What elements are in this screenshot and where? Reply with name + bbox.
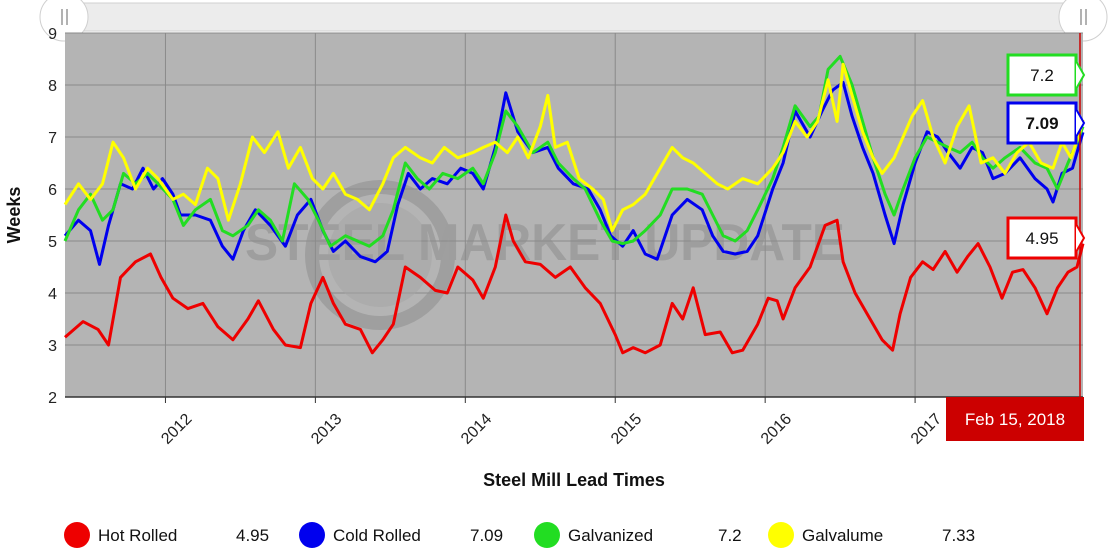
series-line-galvanized: [63, 54, 1085, 248]
legend-label: Hot Rolled: [98, 526, 178, 545]
x-tick-label: 2015: [608, 411, 645, 448]
x-tick-label: 2014: [458, 411, 495, 448]
navigator-left-handle[interactable]: [39, 0, 89, 42]
x-tick-label: 2013: [308, 411, 345, 448]
series-layer: [63, 54, 1085, 355]
callout-value: 7.2: [1030, 66, 1054, 85]
legend-value: 4.95: [236, 526, 270, 545]
value-callouts: 7.2 7.09 4.95: [1006, 53, 1086, 260]
y-tick-label: 7: [48, 130, 57, 147]
y-tick-label: 4: [48, 286, 57, 303]
x-tick-label: 2017: [908, 411, 945, 448]
legend-label: Galvanized: [568, 526, 654, 545]
legend-label: Cold Rolled: [333, 526, 421, 545]
y-axis-title: Weeks: [4, 187, 24, 244]
date-badge: Feb 15, 2018: [946, 397, 1084, 441]
legend-marker-icon: [768, 522, 794, 548]
y-tick-label: 9: [48, 26, 57, 43]
legend-marker-icon: [534, 522, 560, 548]
legend-value: 7.09: [470, 526, 504, 545]
legend-item-cold-rolled[interactable]: Cold Rolled 7.09: [299, 518, 530, 552]
navigator-right-handle[interactable]: [1058, 0, 1108, 42]
y-tick-label: 8: [48, 78, 57, 95]
date-badge-text: Feb 15, 2018: [965, 410, 1065, 429]
y-tick-label: 2: [48, 390, 57, 407]
legend-label: Galvalume: [802, 526, 884, 545]
x-axis: 2012 2013 2014 2015 2016 2017: [158, 397, 945, 448]
legend-marker-icon: [299, 522, 325, 548]
y-tick-label: 3: [48, 338, 57, 355]
callout-value: 4.95: [1025, 229, 1058, 248]
y-axis: 2 3 4 5 6 7 8 9: [48, 26, 57, 407]
x-axis-title: Steel Mill Lead Times: [483, 470, 665, 490]
y-tick-label: 5: [48, 234, 57, 251]
legend-value: 7.33: [942, 526, 976, 545]
y-tick-label: 6: [48, 182, 57, 199]
callout-cold-rolled: 7.09: [1006, 101, 1086, 145]
legend-item-galvalume[interactable]: Galvalume 7.33: [768, 518, 1002, 552]
range-navigator[interactable]: [39, 0, 1108, 42]
x-tick-label: 2016: [758, 411, 795, 448]
series-line-galvalume: [63, 62, 1085, 233]
legend-value: 7.2: [718, 526, 742, 545]
legend-marker-icon: [64, 522, 90, 548]
series-line-hot-rolled: [64, 213, 1085, 355]
callout-galvanized: 7.2: [1006, 53, 1086, 97]
x-tick-label: 2012: [158, 411, 195, 448]
callout-value: 7.09: [1025, 114, 1058, 133]
legend-item-hot-rolled[interactable]: Hot Rolled 4.95: [64, 518, 296, 552]
legend: Hot Rolled 4.95 Cold Rolled 7.09 Galvanized 7…: [0, 518, 1112, 552]
grid-lines: [65, 32, 1083, 398]
callout-hot-rolled: 4.95: [1006, 216, 1086, 260]
legend-item-galvanized[interactable]: Galvanized 7.2: [534, 518, 778, 552]
